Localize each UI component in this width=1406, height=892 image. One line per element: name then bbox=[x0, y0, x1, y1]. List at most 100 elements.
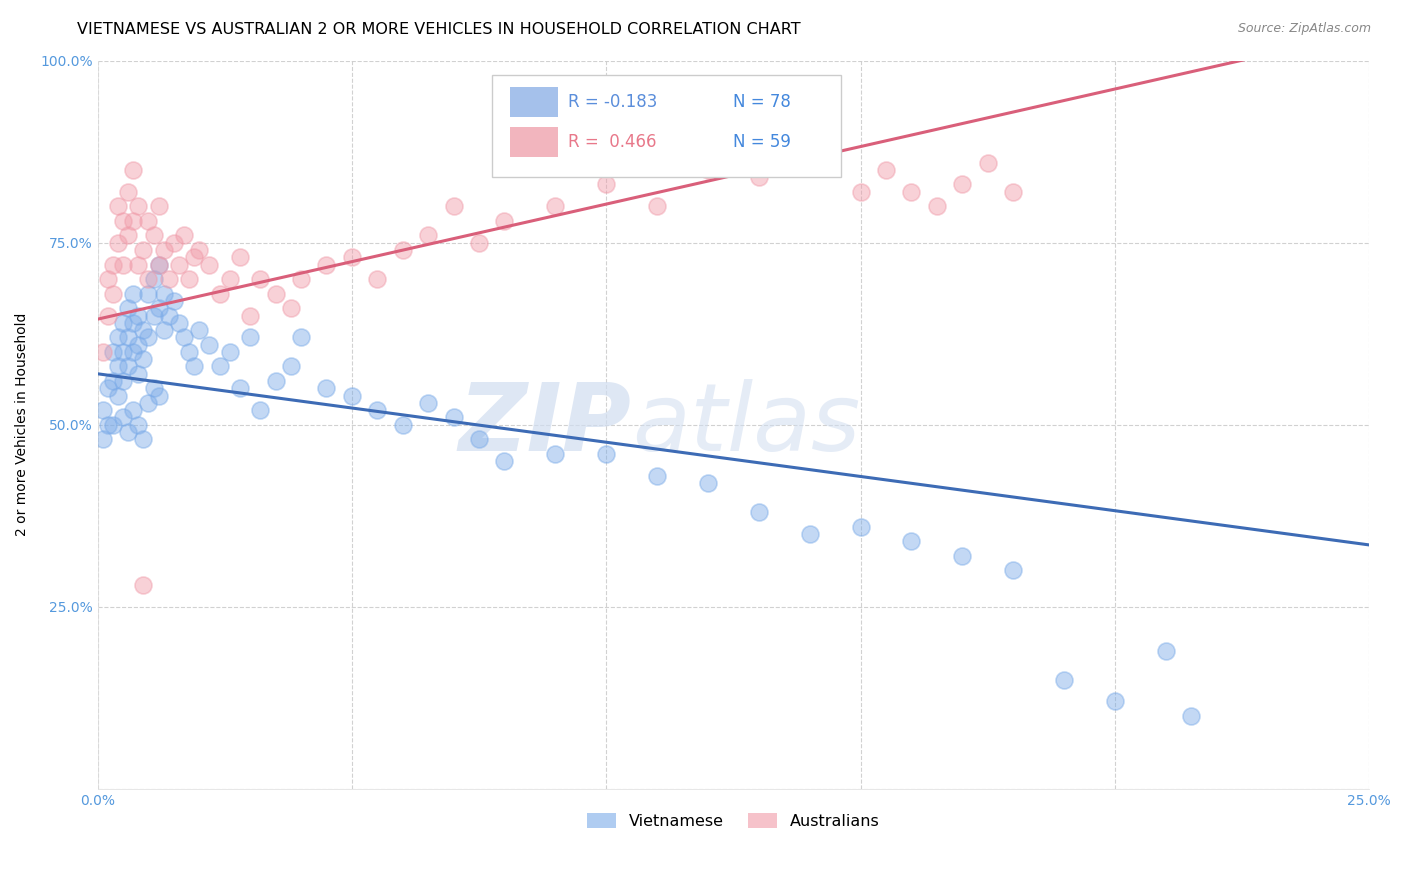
Australians bbox=[900, 185, 922, 199]
Australians bbox=[645, 199, 668, 213]
Vietnamese bbox=[443, 410, 465, 425]
Vietnamese bbox=[264, 374, 287, 388]
Vietnamese bbox=[122, 403, 145, 417]
Australians bbox=[138, 272, 160, 286]
Vietnamese bbox=[1180, 709, 1202, 723]
Y-axis label: 2 or more Vehicles in Household: 2 or more Vehicles in Household bbox=[15, 313, 30, 536]
Australians bbox=[112, 258, 135, 272]
FancyBboxPatch shape bbox=[509, 87, 558, 118]
Australians bbox=[101, 258, 124, 272]
Vietnamese bbox=[148, 258, 170, 272]
Vietnamese bbox=[179, 345, 201, 359]
Vietnamese bbox=[218, 345, 240, 359]
Vietnamese bbox=[173, 330, 195, 344]
Vietnamese bbox=[249, 403, 271, 417]
Vietnamese bbox=[950, 549, 973, 563]
Australians bbox=[595, 178, 617, 192]
Vietnamese bbox=[340, 389, 363, 403]
Australians bbox=[875, 162, 897, 177]
Australians bbox=[208, 286, 231, 301]
Vietnamese bbox=[595, 447, 617, 461]
Australians bbox=[340, 250, 363, 264]
Australians bbox=[1002, 185, 1025, 199]
Vietnamese bbox=[148, 301, 170, 316]
Australians bbox=[468, 235, 491, 250]
Vietnamese bbox=[101, 345, 124, 359]
Text: ZIP: ZIP bbox=[458, 379, 631, 471]
Legend: Vietnamese, Australians: Vietnamese, Australians bbox=[581, 806, 886, 836]
Vietnamese bbox=[91, 403, 114, 417]
Vietnamese bbox=[198, 337, 221, 351]
Vietnamese bbox=[107, 330, 129, 344]
Australians bbox=[117, 185, 139, 199]
Vietnamese bbox=[127, 367, 149, 381]
Australians bbox=[173, 228, 195, 243]
Vietnamese bbox=[1002, 563, 1025, 577]
Vietnamese bbox=[748, 505, 770, 519]
Australians bbox=[290, 272, 312, 286]
Vietnamese bbox=[544, 447, 567, 461]
Australians bbox=[950, 178, 973, 192]
Australians bbox=[122, 214, 145, 228]
Australians bbox=[101, 286, 124, 301]
Australians bbox=[418, 228, 440, 243]
Vietnamese bbox=[142, 272, 165, 286]
Australians bbox=[97, 309, 120, 323]
Vietnamese bbox=[132, 352, 155, 367]
Text: N = 78: N = 78 bbox=[734, 93, 792, 112]
Australians bbox=[264, 286, 287, 301]
Vietnamese bbox=[112, 316, 135, 330]
Australians bbox=[229, 250, 252, 264]
Vietnamese bbox=[91, 433, 114, 447]
Text: atlas: atlas bbox=[631, 379, 860, 470]
Australians bbox=[127, 199, 149, 213]
Vietnamese bbox=[112, 345, 135, 359]
Australians bbox=[218, 272, 240, 286]
Vietnamese bbox=[468, 433, 491, 447]
Vietnamese bbox=[127, 309, 149, 323]
Vietnamese bbox=[117, 330, 139, 344]
Vietnamese bbox=[167, 316, 190, 330]
Vietnamese bbox=[290, 330, 312, 344]
Australians bbox=[132, 243, 155, 257]
Vietnamese bbox=[148, 389, 170, 403]
Australians bbox=[315, 258, 337, 272]
FancyBboxPatch shape bbox=[509, 127, 558, 158]
Text: N = 59: N = 59 bbox=[734, 133, 792, 152]
Australians bbox=[976, 155, 998, 169]
Australians bbox=[239, 309, 262, 323]
Text: R = -0.183: R = -0.183 bbox=[568, 93, 658, 112]
Australians bbox=[97, 272, 120, 286]
Vietnamese bbox=[391, 417, 413, 432]
Australians bbox=[132, 578, 155, 592]
Vietnamese bbox=[117, 359, 139, 374]
Vietnamese bbox=[117, 301, 139, 316]
Vietnamese bbox=[494, 454, 516, 468]
Australians bbox=[91, 345, 114, 359]
Text: VIETNAMESE VS AUSTRALIAN 2 OR MORE VEHICLES IN HOUSEHOLD CORRELATION CHART: VIETNAMESE VS AUSTRALIAN 2 OR MORE VEHIC… bbox=[77, 22, 801, 37]
Vietnamese bbox=[1053, 673, 1076, 687]
Australians bbox=[183, 250, 205, 264]
Vietnamese bbox=[97, 381, 120, 395]
Australians bbox=[188, 243, 211, 257]
Australians bbox=[148, 258, 170, 272]
Australians bbox=[107, 235, 129, 250]
Australians bbox=[163, 235, 186, 250]
Vietnamese bbox=[132, 433, 155, 447]
Australians bbox=[148, 199, 170, 213]
Vietnamese bbox=[1154, 643, 1177, 657]
Vietnamese bbox=[122, 345, 145, 359]
Text: Source: ZipAtlas.com: Source: ZipAtlas.com bbox=[1237, 22, 1371, 36]
Vietnamese bbox=[152, 323, 174, 337]
Vietnamese bbox=[117, 425, 139, 439]
Australians bbox=[152, 243, 174, 257]
Australians bbox=[142, 228, 165, 243]
Vietnamese bbox=[229, 381, 252, 395]
Vietnamese bbox=[138, 396, 160, 410]
Vietnamese bbox=[163, 293, 186, 308]
Australians bbox=[179, 272, 201, 286]
Vietnamese bbox=[645, 468, 668, 483]
Vietnamese bbox=[97, 417, 120, 432]
Australians bbox=[198, 258, 221, 272]
Australians bbox=[112, 214, 135, 228]
